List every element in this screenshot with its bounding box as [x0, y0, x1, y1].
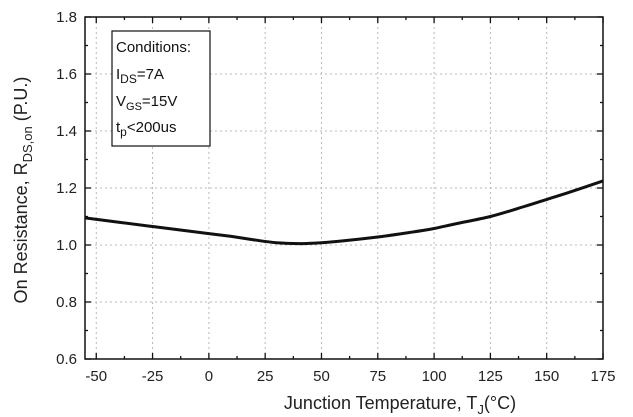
- x-tick-label: 25: [257, 368, 274, 385]
- conditions-tp: tp<200us: [116, 119, 177, 139]
- y-tick-label: 0.6: [56, 351, 77, 368]
- y-tick-label: 1.6: [56, 66, 77, 83]
- conditions-box-frame: [111, 30, 211, 147]
- series-line: [84, 179, 604, 246]
- x-tick-label: 50: [313, 368, 330, 385]
- y-tick-label: 1.0: [56, 237, 77, 254]
- x-tick-label: 125: [478, 368, 503, 385]
- x-tick-label: -25: [142, 368, 164, 385]
- x-tick-labels: -50 -25 0 25 50 75 100 125 150 175: [85, 368, 615, 385]
- axis-ticks: [85, 16, 604, 360]
- y-tick-label: 1.2: [56, 180, 77, 197]
- conditions-annotation: Conditions: IDS=7A VGS=15V tp<200us: [111, 30, 211, 147]
- conditions-vgs: VGS=15V: [116, 93, 177, 113]
- y-tick-label: 1.8: [56, 9, 77, 26]
- y-tick-label: 1.4: [56, 123, 77, 140]
- y-axis-title: On Resistance, RDS,on (P.U.): [11, 77, 35, 304]
- y-tick-label: 0.8: [56, 294, 77, 311]
- x-axis-title: Junction Temperature, TJ(°C): [284, 393, 516, 417]
- conditions-title: Conditions:: [116, 39, 191, 56]
- y-tick-labels: 0.6 0.8 1.0 1.2 1.4 1.6 1.8: [56, 9, 77, 368]
- x-tick-label: -50: [85, 368, 107, 385]
- x-tick-label: 150: [534, 368, 559, 385]
- x-tick-label: 175: [590, 368, 615, 385]
- conditions-ids: IDS=7A: [116, 66, 164, 86]
- x-tick-label: 0: [205, 368, 213, 385]
- x-tick-label: 75: [369, 368, 386, 385]
- x-tick-label: 100: [422, 368, 447, 385]
